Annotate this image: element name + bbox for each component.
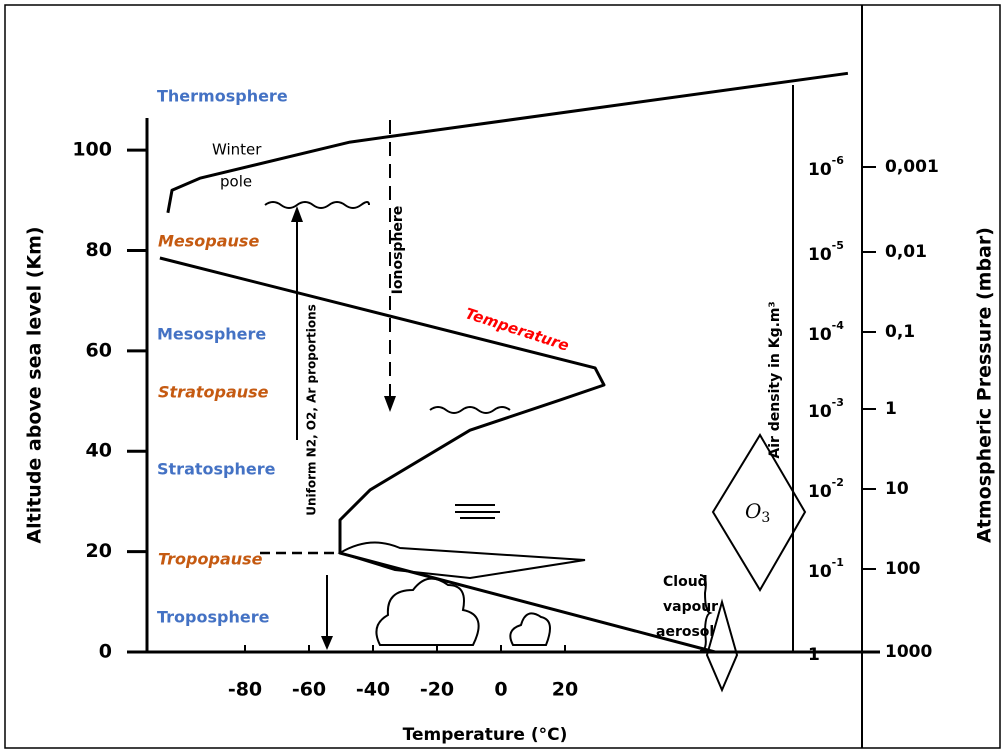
y-tick-label: 0 <box>99 641 112 663</box>
density-exp: -2 <box>832 476 844 489</box>
arrow-head <box>384 396 396 412</box>
y-tick-label: 100 <box>72 139 112 161</box>
wave <box>265 202 369 208</box>
x-tick-label: 0 <box>494 679 507 701</box>
pressure-tick-label: 10 <box>885 479 909 499</box>
annotation: Uniform N2, O2, Ar proportions <box>305 304 319 516</box>
cloud <box>376 579 478 645</box>
density-base: 10 <box>808 245 832 265</box>
chart: Altitude above sea level (Km) Atmospheri… <box>0 0 1005 752</box>
density-tick-label: 1 <box>808 645 820 665</box>
density-base: 10 <box>808 482 832 502</box>
frame <box>5 5 1000 748</box>
layer-label: Thermosphere <box>157 87 288 106</box>
density-tick-label: 10-3 <box>808 396 844 422</box>
pressure-tick-label: 1000 <box>885 642 932 662</box>
density-exp: -4 <box>832 319 845 332</box>
density-tick-label: 10-5 <box>808 239 844 265</box>
y-tick-label: 20 <box>86 540 112 562</box>
density-title: Air density in Kg.m³ <box>767 301 783 458</box>
y-tick-label: 60 <box>86 339 112 361</box>
density-tick-label: 10-4 <box>808 319 844 345</box>
x-tick-label: -80 <box>228 679 262 701</box>
y-tick-label: 40 <box>86 440 112 462</box>
o3-label: O3 <box>745 499 770 527</box>
y-tick-label: 80 <box>86 239 112 261</box>
x-tick-label: -20 <box>420 679 454 701</box>
cloud <box>510 613 550 645</box>
x-axis-title: Temperature (°C) <box>403 725 568 745</box>
cloud-lines <box>455 505 500 518</box>
pressure-tick-label: 1 <box>885 399 897 419</box>
density-tick-label: 10-6 <box>808 154 844 180</box>
annotation: pole <box>220 173 252 191</box>
diamond <box>707 602 737 690</box>
y-axis-title: Altitude above sea level (Km) <box>24 226 46 543</box>
density-base: 10 <box>808 562 832 582</box>
wave <box>430 407 510 413</box>
y2-axis-title: Atmospheric Pressure (mbar) <box>974 227 996 543</box>
annotation: vapour <box>663 599 718 615</box>
density-tick-label: 10-2 <box>808 476 844 502</box>
density-base: 10 <box>808 325 832 345</box>
o3-base: O <box>745 499 761 523</box>
arrow-head <box>291 206 303 222</box>
pressure-tick-label: 0,01 <box>885 242 927 262</box>
annotation: Winter <box>212 141 262 159</box>
density-base: 10 <box>808 402 832 422</box>
annotation: Cloud <box>663 574 708 590</box>
density-exp: -6 <box>832 154 845 167</box>
density-exp: -5 <box>832 239 844 252</box>
density-base: 10 <box>808 160 832 180</box>
pressure-tick-label: 0,1 <box>885 322 915 342</box>
layer-label: Tropopause <box>158 550 263 569</box>
layer-label: Stratosphere <box>157 460 276 479</box>
layer-label: Mesosphere <box>157 325 266 344</box>
density-base: 1 <box>808 645 820 665</box>
annotation: Ionosphere <box>390 206 406 295</box>
density-exp: -3 <box>832 396 844 409</box>
density-exp: -1 <box>832 556 844 569</box>
arrow-head <box>321 636 333 650</box>
density-tick-label: 10-1 <box>808 556 844 582</box>
layer-label: Stratopause <box>158 383 269 402</box>
pressure-tick-label: 100 <box>885 559 921 579</box>
pressure-tick-label: 0,001 <box>885 157 939 177</box>
x-tick-label: -40 <box>356 679 390 701</box>
x-tick-label: 20 <box>552 679 578 701</box>
x-tick-label: -60 <box>292 679 326 701</box>
o3-sub: 3 <box>761 510 770 526</box>
jet-stream <box>340 543 585 578</box>
layer-label: Troposphere <box>157 608 270 627</box>
layer-label: Mesopause <box>158 232 259 251</box>
